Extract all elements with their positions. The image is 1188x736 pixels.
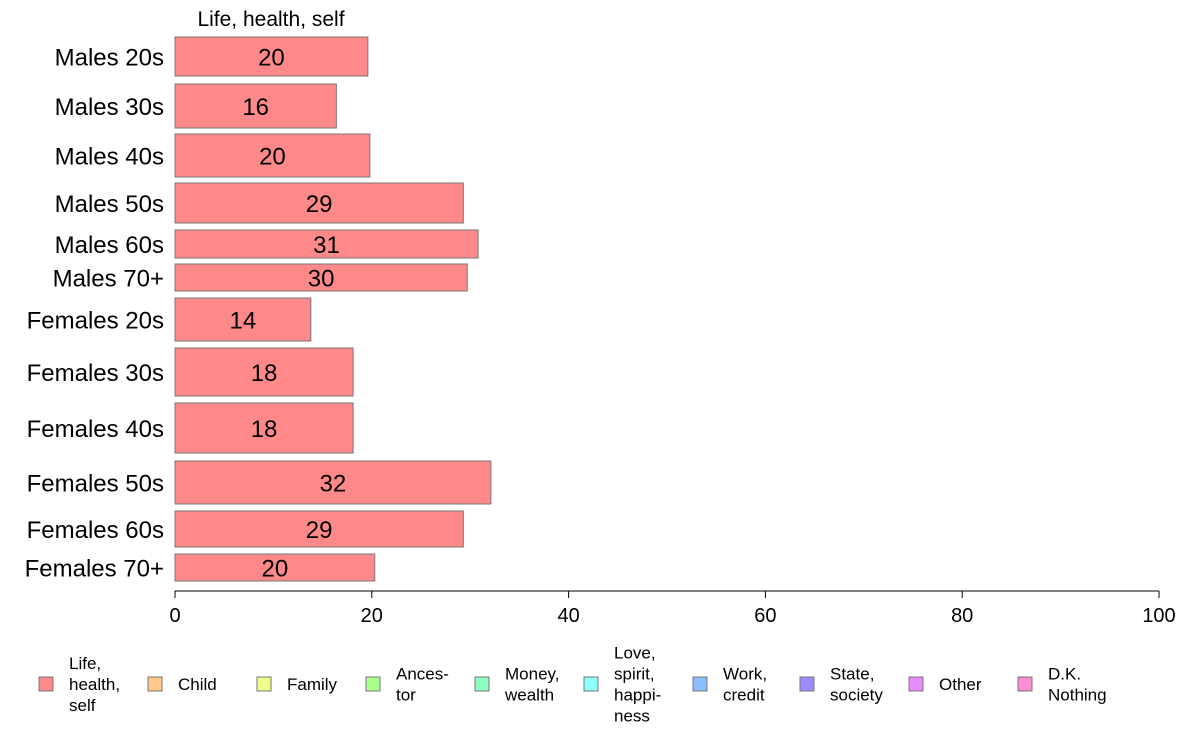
bar [174, 460, 492, 505]
category-label: Males 70+ [53, 266, 164, 293]
legend-swatch [256, 676, 272, 692]
category-label: Males 60s [55, 232, 164, 259]
x-axis: 0 20 40 60 80 100 [169, 590, 1176, 627]
data-label: 20 [262, 556, 289, 583]
legend-swatch [692, 676, 708, 692]
bar [174, 347, 354, 397]
x-tick-label: 100 [1142, 605, 1175, 627]
category-label: Males 40s [55, 144, 164, 171]
x-tick-label: 40 [557, 605, 579, 627]
legend-label: Family [287, 675, 338, 694]
bar [174, 133, 371, 178]
chart-title: Life, health, self [197, 8, 344, 31]
bar [174, 83, 337, 129]
bars-layer: Males 20s 20 Males 30s 16 Males 40s 20 Males 5… [25, 36, 492, 583]
data-label: 20 [259, 144, 286, 171]
legend: Life, health, self Child Family Ances-tor Mone… [38, 644, 1107, 726]
legend-label: Life, health, self [69, 654, 120, 715]
legend-label: Other [939, 675, 982, 694]
bar [174, 263, 468, 292]
category-label: Females 70+ [25, 556, 164, 583]
x-tick-label: 60 [754, 605, 776, 627]
legend-label: D.K. Nothing [1048, 665, 1107, 705]
data-label: 29 [306, 191, 333, 218]
legend-label: State, society [830, 665, 883, 705]
legend-swatch [147, 676, 163, 692]
category-label: Females 50s [27, 471, 164, 498]
legend-swatch [365, 676, 381, 692]
bar [174, 36, 369, 77]
category-label: Males 20s [55, 45, 164, 72]
legend-label: Child [178, 675, 217, 694]
bar [174, 553, 376, 582]
legend-label: Work, credit [723, 665, 767, 705]
category-label: Females 30s [27, 360, 164, 387]
bar [174, 402, 354, 454]
bar [174, 182, 464, 224]
x-tick-label: 80 [951, 605, 973, 627]
bar [174, 510, 464, 548]
data-label: 14 [230, 308, 257, 335]
x-tick-label: 0 [169, 605, 180, 627]
legend-swatch [799, 676, 815, 692]
data-label: 32 [320, 471, 347, 498]
legend-label: Ances-tor [396, 665, 449, 705]
legend-swatch [1017, 676, 1033, 692]
legend-swatch [908, 676, 924, 692]
data-label: 30 [308, 266, 335, 293]
category-label: Females 20s [27, 308, 164, 335]
legend-swatch [583, 676, 599, 692]
bar [174, 229, 479, 259]
legend-label: Love, spirit, happi-ness [614, 644, 661, 726]
data-label: 18 [251, 416, 278, 443]
legend-swatch [474, 676, 490, 692]
legend-swatch [38, 676, 54, 692]
legend-label: Money, wealth [504, 665, 560, 705]
data-label: 18 [251, 360, 278, 387]
category-label: Males 50s [55, 191, 164, 218]
category-label: Males 30s [55, 94, 164, 121]
data-label: 31 [313, 232, 340, 259]
data-label: 29 [306, 517, 333, 544]
bar [174, 297, 312, 342]
data-label: 20 [258, 45, 285, 72]
x-tick-label: 20 [361, 605, 383, 627]
category-label: Females 60s [27, 517, 164, 544]
data-label: 16 [242, 94, 269, 121]
category-label: Females 40s [27, 416, 164, 443]
